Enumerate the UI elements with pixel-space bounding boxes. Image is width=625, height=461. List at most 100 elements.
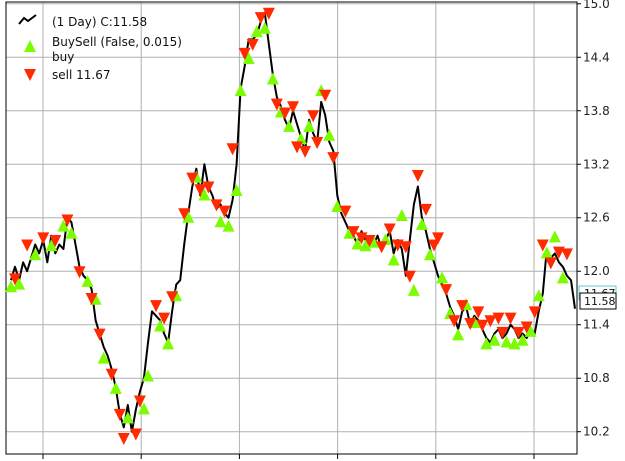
buy-marker (423, 248, 436, 261)
buy-marker (266, 72, 279, 85)
sell-marker (528, 306, 541, 319)
legend-buy-icon (24, 40, 36, 52)
sell-marker (287, 101, 299, 114)
sell-marker (456, 300, 469, 313)
sell-marker (93, 328, 106, 341)
buy-marker (250, 25, 263, 38)
buy-marker (258, 21, 271, 34)
y-tick-label: 15.0 (583, 0, 610, 11)
buy-marker (548, 230, 561, 243)
sell-marker (49, 235, 62, 248)
sell-marker (218, 205, 231, 218)
sell-marker (113, 408, 126, 421)
sell-marker (73, 266, 86, 279)
last-price-box (579, 292, 617, 310)
y-tick-label: 12.6 (583, 211, 610, 225)
buy-marker (29, 248, 42, 261)
buy-marker (242, 52, 255, 65)
buy-marker (162, 337, 175, 350)
sell-marker (560, 248, 573, 261)
sell-marker (484, 315, 497, 328)
buy-marker (323, 128, 336, 141)
sell-marker (347, 226, 360, 239)
buy-marker (295, 132, 308, 145)
plot-area-frame (5, 1, 578, 455)
y-tick-label: 10.8 (583, 371, 610, 385)
sell-marker (246, 38, 259, 51)
buy-marker (282, 119, 295, 132)
legend-line-label: (1 Day) C:11.58 (52, 15, 147, 29)
sell-marker (105, 368, 118, 381)
sell-marker (133, 395, 146, 408)
buy-marker (182, 210, 195, 223)
buy-marker (359, 239, 372, 252)
sell-marker (363, 235, 376, 248)
sell-marker (178, 208, 191, 221)
last-price-marker: 11.67 11.58 (578, 285, 617, 310)
y-tick-label: 14.4 (583, 50, 610, 64)
buy-marker (97, 351, 110, 364)
sell-marker (476, 319, 489, 332)
sell-marker (327, 152, 340, 165)
sell-marker (432, 232, 445, 245)
y-tick-label: 11.4 (583, 318, 610, 332)
y-tick-label: 13.8 (583, 104, 610, 118)
sell-marker (299, 145, 312, 158)
buy-marker (214, 215, 227, 228)
sell-marker (291, 141, 304, 154)
buy-marker (415, 217, 428, 230)
buy-marker (488, 333, 501, 346)
sell-marker (254, 12, 267, 25)
sell-marker (37, 232, 50, 245)
buy-marker (452, 328, 465, 341)
buy-marker (387, 253, 400, 266)
chart-gridlines (6, 2, 577, 454)
buy-marker (121, 411, 134, 424)
sell-marker (150, 300, 163, 313)
sell-marker (186, 172, 199, 185)
sell-marker (448, 315, 461, 328)
buy-marker (45, 239, 58, 252)
sell-marker (504, 312, 517, 325)
legend-buysell-label: BuySell (False, 0.015) (52, 35, 182, 49)
sell-marker (278, 107, 291, 120)
buy-marker (395, 208, 408, 221)
sell-marker (194, 184, 207, 197)
sell-marker (512, 326, 525, 339)
legend-line-icon (18, 14, 37, 25)
buy-marker (480, 337, 493, 350)
sell-marker (544, 257, 557, 270)
y-tick-label: 13.2 (583, 157, 610, 171)
sell-marker (262, 7, 275, 20)
sell-marker (166, 291, 179, 304)
buy-marker (234, 84, 247, 97)
y-axis: 10.2 10.8 11.4 12.0 12.6 13.2 13.8 14.4 15.0 (577, 0, 610, 439)
sell-marker (238, 47, 251, 60)
buy-marker (524, 324, 537, 337)
sell-marker (520, 321, 533, 334)
sell-signal-markers (9, 7, 573, 445)
sell-marker (9, 273, 22, 286)
buy-marker (351, 237, 364, 250)
last-price-label: 11.58 (584, 295, 616, 308)
buy-marker (407, 283, 420, 296)
sell-marker (319, 89, 332, 102)
sell-marker (210, 199, 223, 212)
sell-marker (428, 239, 440, 252)
sell-marker (202, 181, 215, 194)
sell-marker (270, 98, 283, 111)
sell-marker (21, 239, 34, 252)
sell-marker (496, 326, 509, 339)
legend-buy-label: buy (52, 50, 74, 64)
sell-marker (411, 169, 424, 182)
buy-marker (230, 184, 243, 197)
buy-marker (508, 337, 521, 350)
legend-sell-label: sell 11.67 (52, 68, 110, 82)
sell-marker (375, 241, 388, 254)
y-tick-label: 10.2 (583, 425, 610, 439)
buy-marker (198, 188, 211, 201)
sell-marker (440, 284, 453, 297)
sell-marker (383, 223, 396, 236)
y-tick-label: 12.0 (583, 264, 610, 278)
